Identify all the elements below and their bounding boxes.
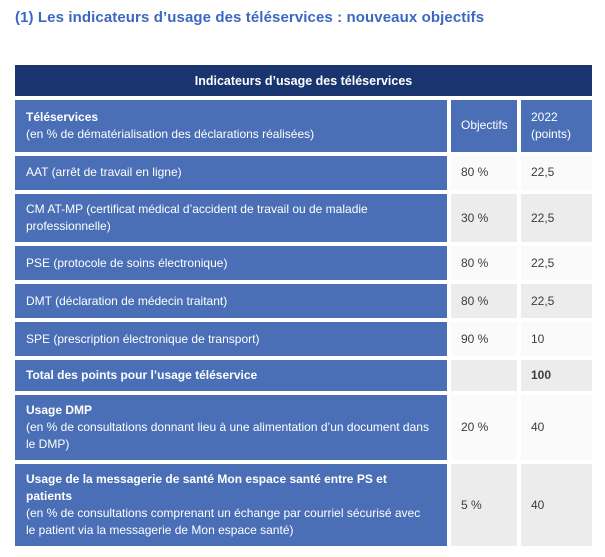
row-label: DMT (déclaration de médecin traitant) <box>26 293 228 308</box>
row-points-cell: 22,5 <box>521 284 592 319</box>
table-row-messagerie: Usage de la messagerie de santé Mon espa… <box>15 464 592 547</box>
row-objectif-cell: 5 % <box>451 464 517 547</box>
row-points-cell: 22,5 <box>521 156 592 190</box>
row-objectif-cell <box>451 360 517 392</box>
row-label: PSE (protocole de soins électronique) <box>26 255 228 270</box>
row-label: Usage de la messagerie de santé Mon espa… <box>26 472 387 504</box>
table-row-pse: PSE (protocole de soins électronique) 80… <box>15 246 592 281</box>
header-teleservices-cell: Téléservices (en % de dématérialisation … <box>15 100 447 152</box>
row-objectif-cell: 20 % <box>451 395 517 461</box>
row-points-cell: 40 <box>521 464 592 547</box>
header-points-cell: 2022 (points) <box>521 100 592 152</box>
header-col1-title: Téléservices <box>26 109 99 124</box>
row-label-subtitle: (en % de consultations comprenant un éch… <box>26 506 421 538</box>
row-objectif-cell: 30 % <box>451 194 517 243</box>
row-objectif-cell: 80 % <box>451 284 517 319</box>
table-caption: Indicateurs d’usage des téléservices <box>15 65 592 96</box>
row-points-cell: 22,5 <box>521 246 592 281</box>
row-label: Total des points pour l’usage téléservic… <box>26 368 258 383</box>
table-row-spe: SPE (prescription électronique de transp… <box>15 322 592 357</box>
row-label-cell: Usage DMP (en % de consultations donnant… <box>15 395 447 461</box>
row-label-cell: AAT (arrêt de travail en ligne) <box>15 156 447 190</box>
row-objectif-cell: 80 % <box>451 246 517 281</box>
header-points-year: 2022 <box>531 109 558 124</box>
header-col1-subtitle: (en % de dématérialisation des déclarati… <box>26 127 315 141</box>
row-points-cell: 40 <box>521 395 592 461</box>
row-label: SPE (prescription électronique de transp… <box>26 331 260 346</box>
row-label-cell: DMT (déclaration de médecin traitant) <box>15 284 447 319</box>
row-points-cell: 10 <box>521 322 592 357</box>
table-row-aat: AAT (arrêt de travail en ligne) 80 % 22,… <box>15 156 592 190</box>
row-points-cell: 100 <box>521 360 592 392</box>
row-label-subtitle: (en % de consultations donnant lieu à un… <box>26 420 429 452</box>
row-label: Usage DMP <box>26 403 93 418</box>
row-points-cell: 22,5 <box>521 194 592 243</box>
row-label-cell: SPE (prescription électronique de transp… <box>15 322 447 357</box>
page-title: (1) Les indicateurs d’usage des téléserv… <box>15 9 485 26</box>
table-row-dmt: DMT (déclaration de médecin traitant) 80… <box>15 284 592 319</box>
table-row-total: Total des points pour l’usage téléservic… <box>15 360 592 392</box>
row-label-cell: Usage de la messagerie de santé Mon espa… <box>15 464 447 547</box>
row-objectif-cell: 90 % <box>451 322 517 357</box>
row-label-cell: Total des points pour l’usage téléservic… <box>15 360 447 392</box>
header-points-unit: (points) <box>531 127 572 141</box>
table-row-usage-dmp: Usage DMP (en % de consultations donnant… <box>15 395 592 461</box>
row-label-cell: PSE (protocole de soins électronique) <box>15 246 447 281</box>
row-objectif-cell: 80 % <box>451 156 517 190</box>
table-row-cm-atmp: CM AT-MP (certificat médical d’accident … <box>15 194 592 243</box>
header-objectifs-cell: Objectifs <box>451 100 517 152</box>
table-header-row: Téléservices (en % de dématérialisation … <box>15 100 592 152</box>
row-label-cell: CM AT-MP (certificat médical d’accident … <box>15 194 447 243</box>
row-label: AAT (arrêt de travail en ligne) <box>26 165 182 180</box>
row-label: CM AT-MP (certificat médical d’accident … <box>26 202 368 234</box>
indicators-table: Indicateurs d’usage des téléservices Tél… <box>15 65 592 547</box>
